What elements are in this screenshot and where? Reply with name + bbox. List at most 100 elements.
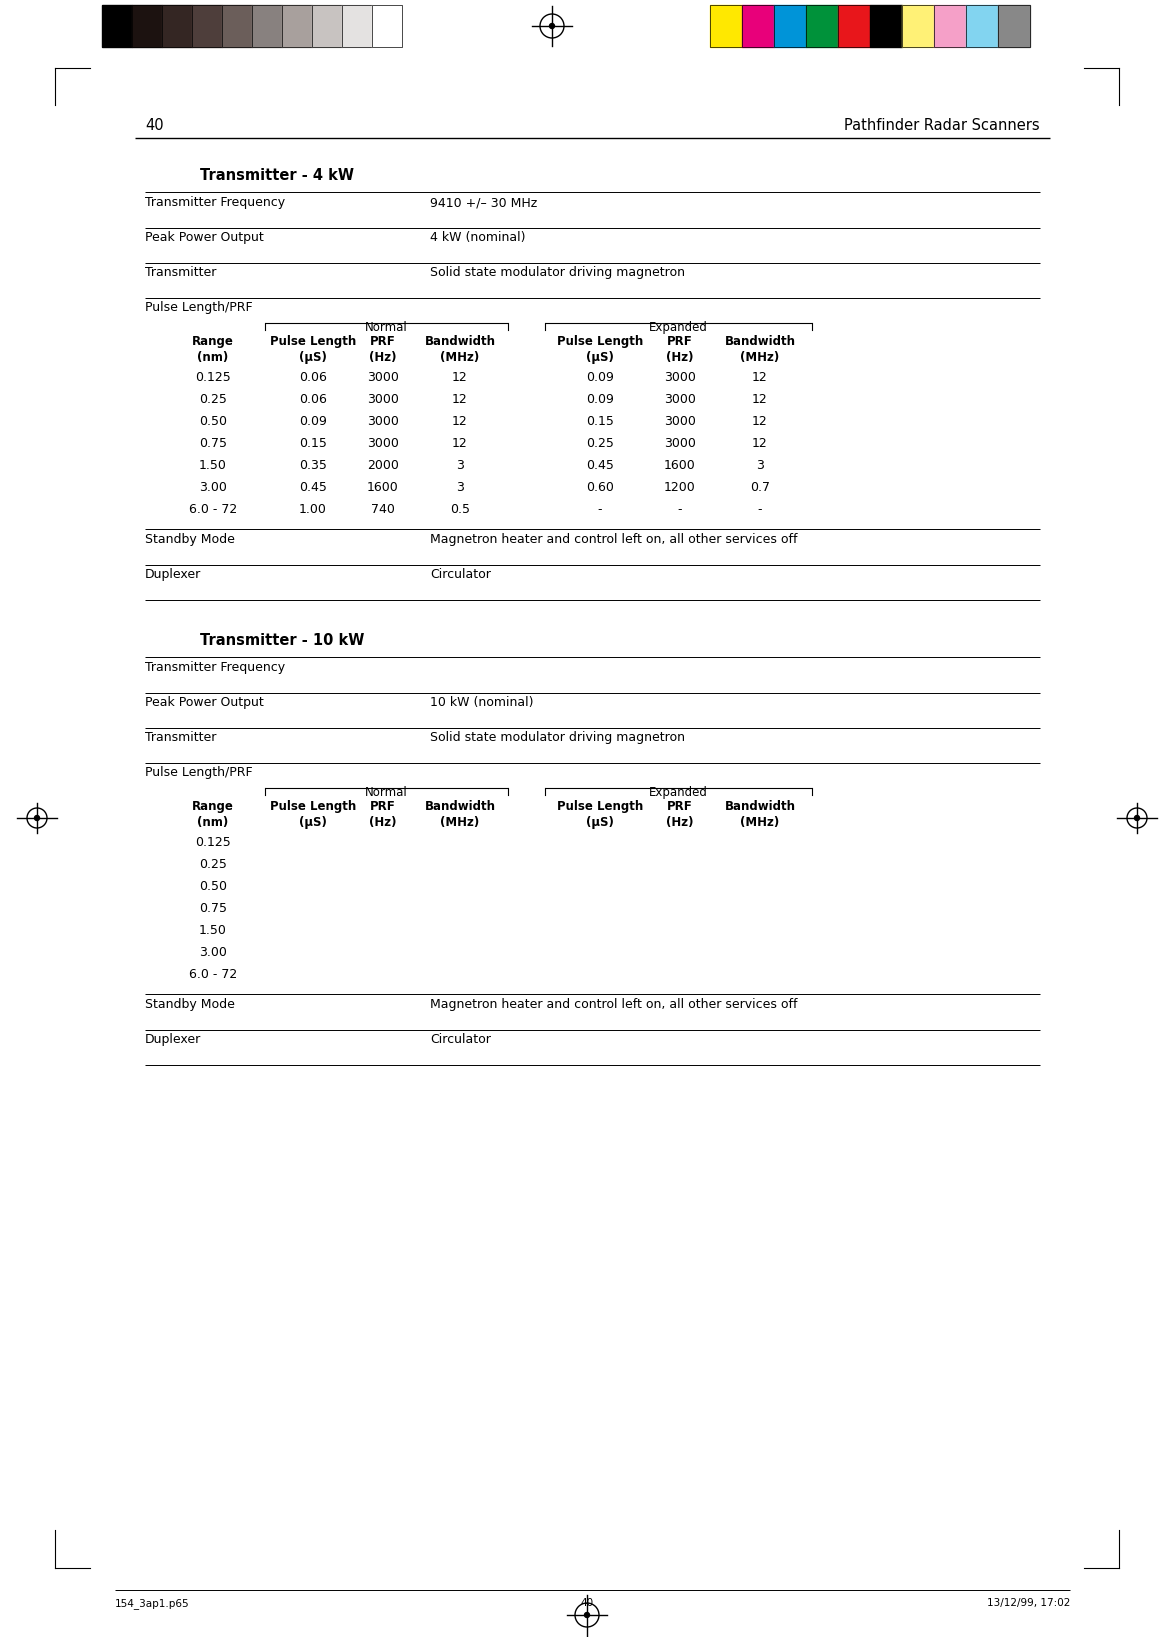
Bar: [162, 5, 193, 47]
Circle shape: [1134, 815, 1140, 820]
Bar: [372, 5, 402, 47]
Text: 6.0 - 72: 6.0 - 72: [189, 503, 237, 516]
Text: 0.75: 0.75: [200, 902, 227, 915]
Text: 12: 12: [452, 437, 468, 450]
Text: (Hz): (Hz): [370, 815, 397, 828]
Bar: [902, 5, 935, 47]
Text: (nm): (nm): [197, 815, 229, 828]
Bar: [282, 5, 312, 47]
Text: 154_3ap1.p65: 154_3ap1.p65: [115, 1598, 190, 1609]
Bar: [870, 5, 902, 47]
Text: 2000: 2000: [367, 458, 399, 471]
Text: 0.06: 0.06: [299, 393, 326, 406]
Text: 12: 12: [753, 372, 768, 385]
Text: Pulse Length: Pulse Length: [556, 336, 643, 349]
Bar: [162, 5, 193, 47]
Text: (μS): (μS): [299, 350, 326, 363]
Text: 0.25: 0.25: [586, 437, 614, 450]
Text: 0.35: 0.35: [299, 458, 326, 471]
Text: 0.45: 0.45: [299, 481, 326, 494]
Bar: [131, 5, 162, 47]
Text: -: -: [598, 503, 602, 516]
Bar: [282, 5, 312, 47]
Text: 0.5: 0.5: [450, 503, 470, 516]
Text: Duplexer: Duplexer: [146, 1033, 201, 1046]
Text: 1.50: 1.50: [200, 458, 227, 471]
Text: Pathfinder Radar Scanners: Pathfinder Radar Scanners: [844, 118, 1040, 133]
Text: 13/12/99, 17:02: 13/12/99, 17:02: [986, 1598, 1070, 1608]
Text: 1600: 1600: [664, 458, 696, 471]
Text: Bandwidth: Bandwidth: [724, 800, 796, 814]
Text: 0.15: 0.15: [299, 437, 326, 450]
Text: 40: 40: [146, 118, 163, 133]
Text: (Hz): (Hz): [667, 815, 694, 828]
Text: 3.00: 3.00: [200, 481, 227, 494]
Text: Pulse Length/PRF: Pulse Length/PRF: [146, 301, 252, 314]
Bar: [131, 5, 162, 47]
Text: Peak Power Output: Peak Power Output: [146, 231, 264, 244]
Bar: [935, 5, 966, 47]
Bar: [710, 5, 742, 47]
Text: 1600: 1600: [367, 481, 399, 494]
Text: (MHz): (MHz): [741, 815, 780, 828]
Text: Normal: Normal: [365, 786, 407, 799]
Text: Solid state modulator driving magnetron: Solid state modulator driving magnetron: [430, 732, 684, 743]
Bar: [252, 5, 282, 47]
Text: Circulator: Circulator: [430, 568, 491, 581]
Text: Pulse Length: Pulse Length: [270, 336, 356, 349]
Bar: [870, 5, 902, 47]
Text: Bandwidth: Bandwidth: [425, 800, 495, 814]
Text: 740: 740: [371, 503, 394, 516]
Bar: [222, 5, 252, 47]
Bar: [838, 5, 870, 47]
Bar: [222, 5, 252, 47]
Text: Standby Mode: Standby Mode: [146, 534, 235, 547]
Text: 0.09: 0.09: [299, 416, 326, 427]
Text: Expanded: Expanded: [649, 786, 708, 799]
Text: Bandwidth: Bandwidth: [425, 336, 495, 349]
Bar: [838, 5, 870, 47]
Text: 1200: 1200: [664, 481, 696, 494]
Text: 3: 3: [456, 481, 464, 494]
Bar: [774, 5, 807, 47]
Text: 12: 12: [452, 416, 468, 427]
Bar: [807, 5, 838, 47]
Bar: [742, 5, 774, 47]
Text: 1.00: 1.00: [299, 503, 326, 516]
Text: Duplexer: Duplexer: [146, 568, 201, 581]
Text: 0.09: 0.09: [586, 372, 614, 385]
Bar: [998, 5, 1030, 47]
Text: 0.50: 0.50: [200, 416, 227, 427]
Bar: [102, 5, 131, 47]
Text: 10 kW (nominal): 10 kW (nominal): [430, 696, 533, 709]
Bar: [710, 5, 742, 47]
Text: -: -: [757, 503, 762, 516]
Bar: [774, 5, 807, 47]
Text: Transmitter: Transmitter: [146, 732, 216, 743]
Text: (Hz): (Hz): [667, 350, 694, 363]
Text: 4 kW (nominal): 4 kW (nominal): [430, 231, 526, 244]
Circle shape: [549, 23, 554, 28]
Text: 1.50: 1.50: [200, 923, 227, 936]
Text: Bandwidth: Bandwidth: [724, 336, 796, 349]
Bar: [312, 5, 342, 47]
Bar: [252, 5, 282, 47]
Text: (nm): (nm): [197, 350, 229, 363]
Text: (MHz): (MHz): [741, 350, 780, 363]
Text: 0.06: 0.06: [299, 372, 326, 385]
Text: Circulator: Circulator: [430, 1033, 491, 1046]
Bar: [902, 5, 935, 47]
Text: Pulse Length: Pulse Length: [270, 800, 356, 814]
Text: 3: 3: [756, 458, 764, 471]
Text: PRF: PRF: [370, 336, 396, 349]
Text: 3000: 3000: [664, 372, 696, 385]
Text: 3000: 3000: [664, 416, 696, 427]
Bar: [312, 5, 342, 47]
Text: (μS): (μS): [299, 815, 326, 828]
Text: Transmitter - 4 kW: Transmitter - 4 kW: [200, 169, 355, 183]
Text: 12: 12: [452, 393, 468, 406]
Text: 3000: 3000: [367, 372, 399, 385]
Bar: [342, 5, 372, 47]
Text: 12: 12: [753, 416, 768, 427]
Text: Peak Power Output: Peak Power Output: [146, 696, 264, 709]
